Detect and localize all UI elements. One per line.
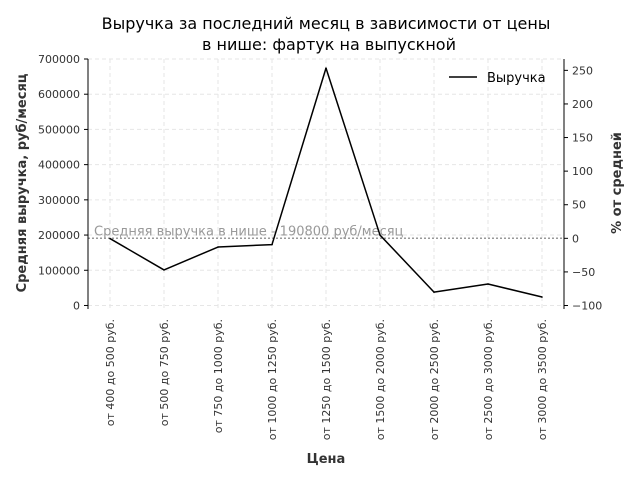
left-tick-label-7: 700000 (38, 53, 80, 66)
left-tick-label-6: 600000 (38, 88, 80, 101)
left-tick-label-0: 0 (73, 299, 80, 312)
chart-title-line-1: Выручка за последний месяц в зависимости… (102, 14, 551, 33)
x-tick-label-3: от 1000 до 1250 руб. (266, 319, 279, 440)
x-tick-label-7: от 2500 до 3000 руб. (482, 319, 495, 440)
right-tick-label-4: 100 (572, 165, 593, 178)
data-point-0-2 (217, 246, 219, 248)
right-tick-label-3: 50 (572, 199, 586, 212)
x-tick-label-1: от 500 до 750 руб. (158, 319, 171, 426)
data-point-0-3 (271, 243, 273, 246)
left-tick-label-3: 300000 (38, 194, 80, 207)
x-tick-label-6: от 2000 до 2500 руб. (428, 319, 441, 440)
data-point-0-0 (109, 237, 111, 240)
x-tick-label-0: от 400 до 500 руб. (104, 319, 117, 426)
right-tick-label-5: 150 (572, 132, 593, 145)
left-tick-label-1: 100000 (38, 264, 80, 277)
x-tick-label-8: от 3000 до 3500 руб. (536, 319, 549, 440)
y-axis-label: Средняя выручка, руб/месяц (15, 73, 30, 292)
right-tick-label-7: 250 (572, 64, 593, 77)
x-tick-label-5: от 1500 до 2000 руб. (374, 319, 387, 440)
data-point-0-6 (433, 291, 435, 293)
data-point-0-8 (541, 296, 543, 298)
data-point-0-5 (379, 234, 381, 236)
grid-layer (88, 58, 564, 309)
right-tick-label-1: −50 (572, 266, 595, 279)
x-ticks: от 400 до 500 руб. от 500 до 750 руб. от 7… (104, 319, 549, 440)
left-y-ticks: 0 100000 200000 300000 400000 500000 600000 700… (38, 53, 88, 312)
average-label: Средняя выручка в нише - 190800 руб/меся… (94, 224, 404, 239)
left-tick-label-5: 500000 (38, 123, 80, 136)
series-layer (109, 67, 543, 298)
left-tick-label-2: 200000 (38, 229, 80, 242)
legend: Выручка (449, 71, 546, 86)
right-tick-label-2: 0 (572, 232, 579, 245)
data-point-0-4 (325, 67, 327, 69)
left-tick-label-4: 400000 (38, 159, 80, 172)
legend-label: Выручка (487, 71, 546, 86)
right-y-axis-label: % от средней (610, 132, 625, 234)
data-point-0-7 (487, 283, 489, 285)
right-tick-label-6: 200 (572, 98, 593, 111)
right-tick-label-0: −100 (572, 300, 602, 313)
right-y-ticks: −100 −50 0 50 100 150 200 250 (564, 64, 602, 313)
chart-title-line-2: в нише: фартук на выпускной (202, 35, 456, 54)
x-axis-label: Цена (307, 452, 346, 467)
x-tick-label-2: от 750 до 1000 руб. (212, 319, 225, 433)
x-tick-label-4: от 1250 до 1500 руб. (320, 319, 333, 440)
data-point-0-1 (163, 269, 165, 271)
